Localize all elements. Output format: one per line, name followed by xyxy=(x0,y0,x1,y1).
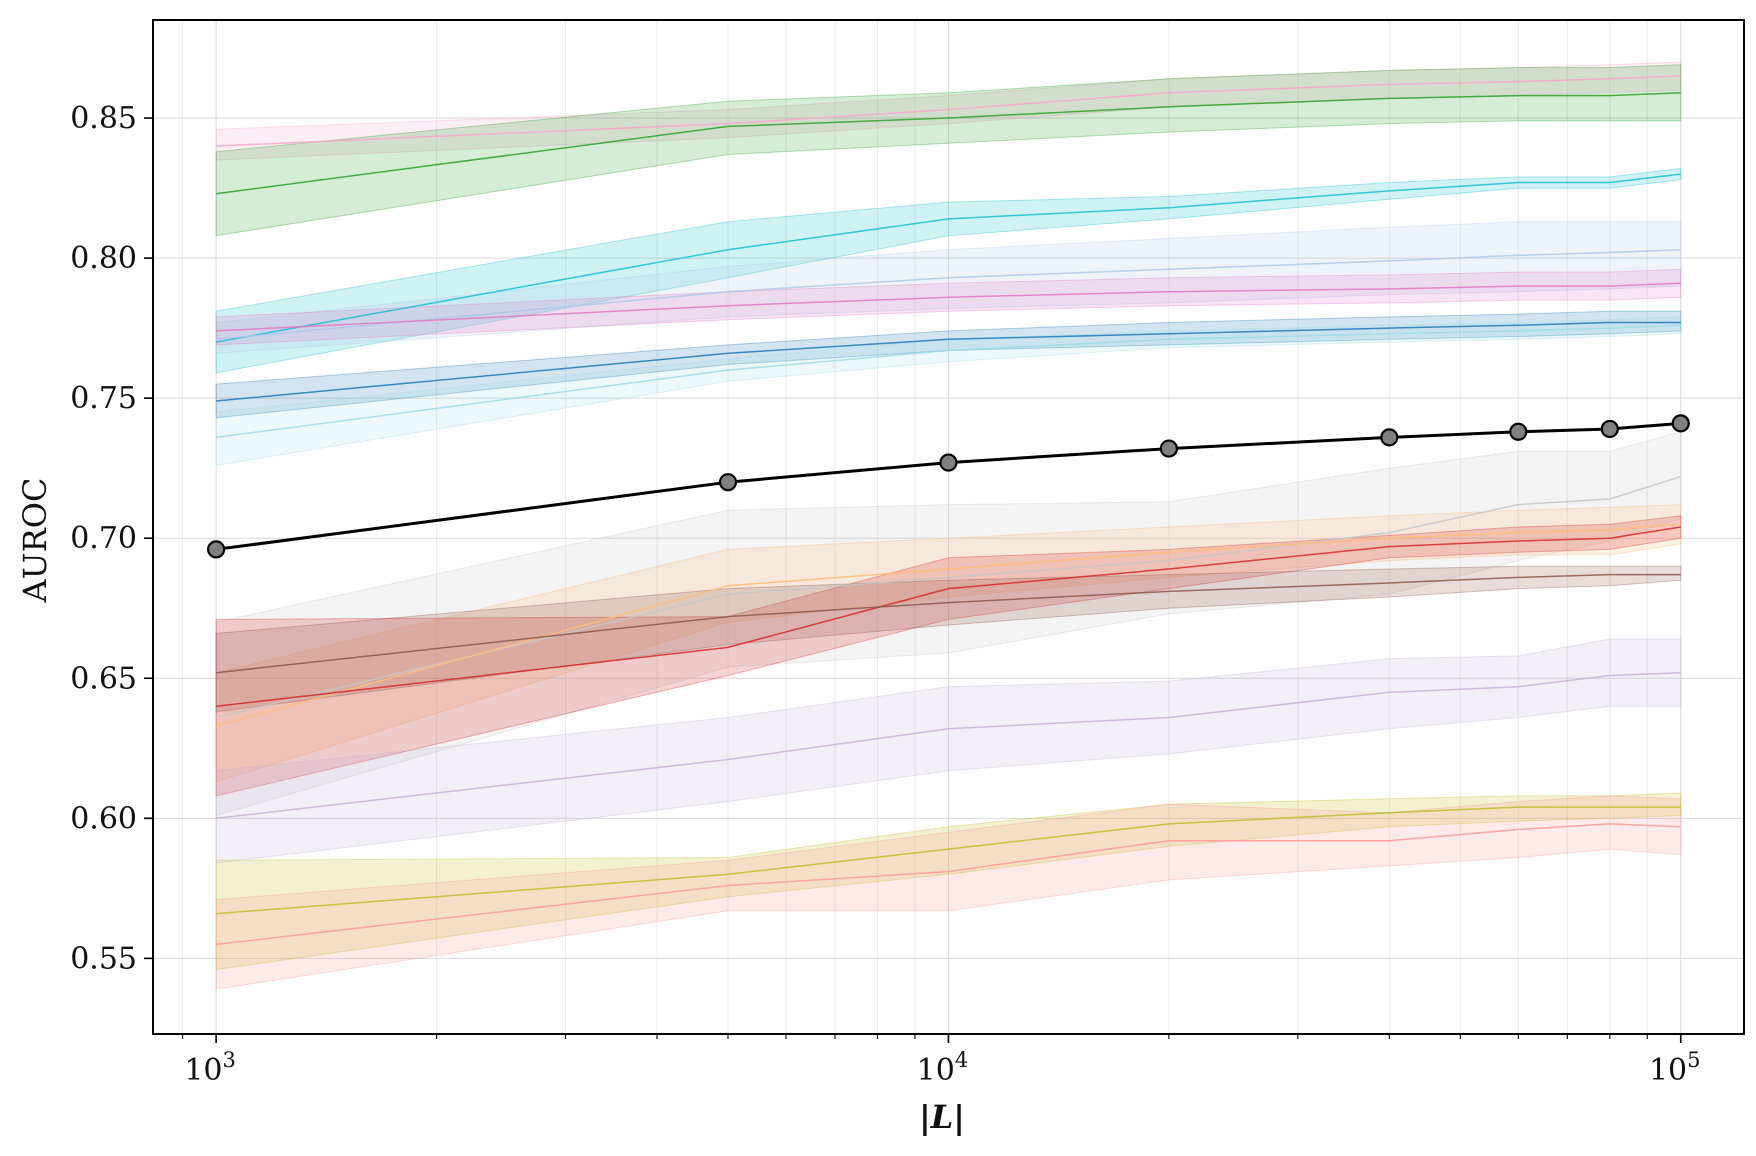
mean-point xyxy=(939,453,958,472)
line-gray xyxy=(215,475,1682,719)
line-salmon xyxy=(216,823,1681,946)
band-light-blue xyxy=(215,221,1682,354)
mean-markers xyxy=(207,414,1690,559)
mean-point xyxy=(1671,414,1690,433)
band-blue xyxy=(215,310,1682,419)
band-orchid xyxy=(215,268,1682,346)
line-green xyxy=(216,92,1681,195)
band-olive xyxy=(215,792,1682,971)
series-lines xyxy=(215,75,1682,946)
x-tick-label: 104 xyxy=(917,1048,969,1088)
band-lavender xyxy=(215,638,1682,864)
band-pale-cyan xyxy=(215,316,1682,466)
mean-point xyxy=(207,540,226,559)
y-tick-label: 0.85 xyxy=(70,101,137,136)
mean-point xyxy=(1380,428,1399,447)
band-cyan xyxy=(215,167,1682,374)
line-lavender xyxy=(216,671,1681,820)
band-brown xyxy=(215,565,1682,713)
line-blue xyxy=(216,321,1681,402)
mean-point xyxy=(1600,419,1619,439)
band-green xyxy=(215,64,1682,237)
x-tick-label: 103 xyxy=(184,1048,236,1088)
y-axis-title: AUROC xyxy=(16,478,54,604)
axis-ticks xyxy=(144,117,1682,1043)
mean-point xyxy=(1159,439,1178,458)
y-tick-label: 0.80 xyxy=(70,241,137,276)
x-tick-label: 105 xyxy=(1649,1048,1701,1088)
x-axis-title: |L| xyxy=(919,1098,965,1136)
y-tick-label: 0.65 xyxy=(70,661,137,696)
line-peach xyxy=(215,523,1681,727)
line-pale-cyan xyxy=(216,324,1681,439)
grid xyxy=(153,20,1744,1034)
line-brown xyxy=(216,573,1681,674)
mean-point xyxy=(1509,422,1528,441)
line-light-blue xyxy=(216,248,1681,341)
band-salmon xyxy=(215,795,1682,990)
y-tick-label: 0.55 xyxy=(70,941,137,976)
y-tick-label: 0.70 xyxy=(70,521,137,556)
line-red xyxy=(216,526,1681,708)
mean-point xyxy=(718,473,738,492)
band-gray xyxy=(215,431,1682,817)
line-orchid xyxy=(216,282,1681,332)
line-olive xyxy=(216,806,1681,915)
line-pink xyxy=(216,75,1681,147)
y-tick-label: 0.75 xyxy=(70,381,137,416)
line-cyan xyxy=(215,173,1681,343)
y-tick-label: 0.60 xyxy=(70,801,137,836)
tick-labels: 0.55 0.60 0.65 0.70 0.75 0.80 0.85 103 104 105 xyxy=(70,101,1700,1088)
band-red xyxy=(215,515,1682,797)
line-mean xyxy=(215,421,1681,551)
